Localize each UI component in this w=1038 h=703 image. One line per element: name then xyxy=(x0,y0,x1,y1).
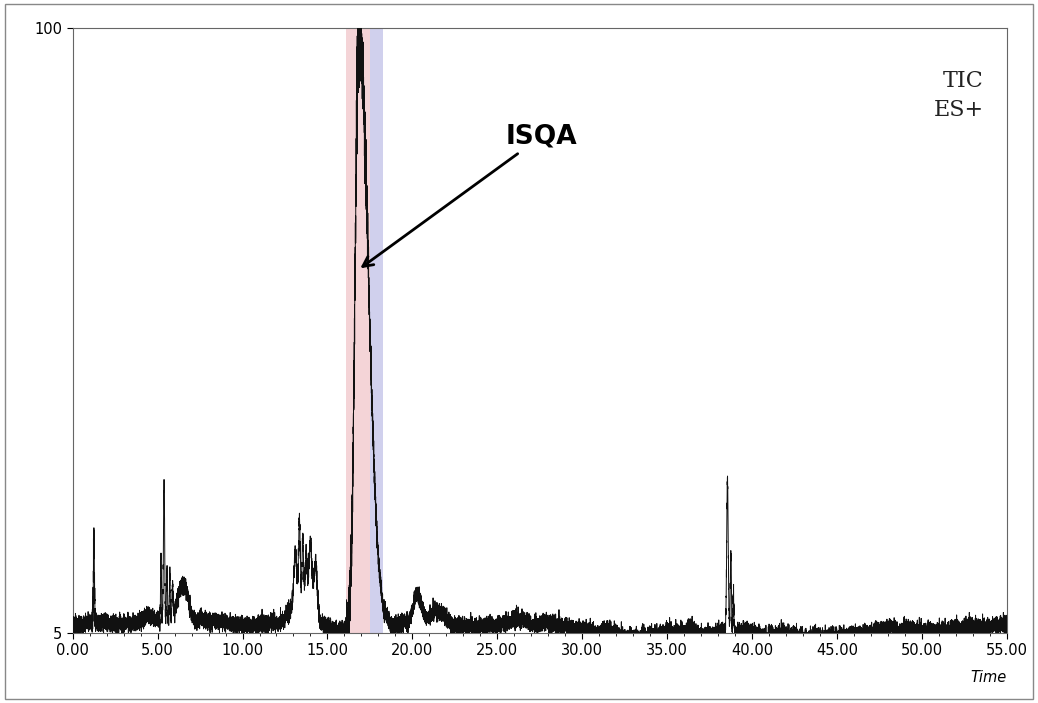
Bar xyxy=(346,28,370,633)
Text: Time: Time xyxy=(971,670,1007,685)
Bar xyxy=(370,28,383,633)
Text: TIC
ES+: TIC ES+ xyxy=(933,70,984,121)
Text: ISQA: ISQA xyxy=(362,123,577,266)
